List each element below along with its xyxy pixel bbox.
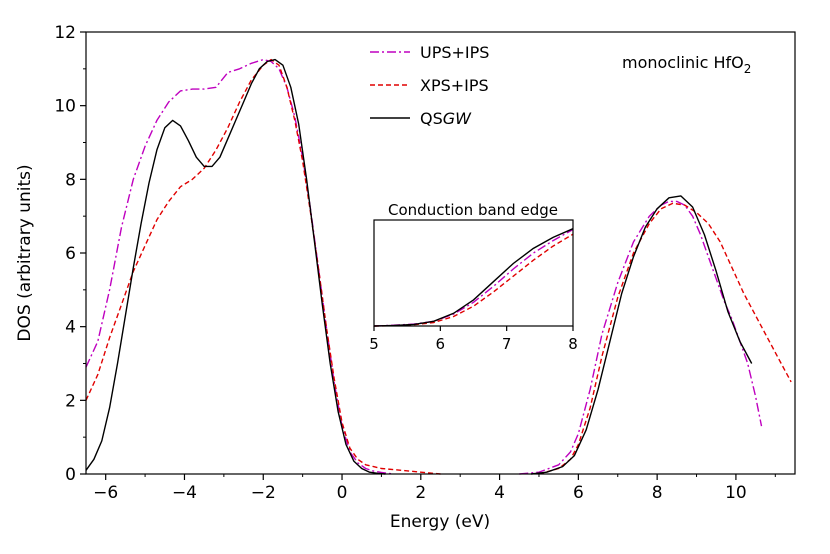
inset-x-tick-label: 8: [568, 335, 578, 353]
x-tick-label: 8: [652, 483, 663, 503]
x-tick-label: −4: [172, 483, 197, 503]
series-ups-ips-segment-1: [85, 58, 394, 475]
legend-label-ups-ips: UPS+IPS: [420, 43, 489, 62]
inset-series-ups-ips: [373, 228, 574, 327]
x-tick-label: 10: [725, 483, 747, 503]
inset-x-tick-label: 6: [436, 335, 446, 353]
legend-label-qsgw-italic: GW: [443, 109, 472, 128]
series-xps-ips-segment-2: [538, 202, 792, 475]
x-tick-label: −2: [251, 483, 276, 503]
annotation-label: monoclinic HfO2: [622, 53, 751, 76]
series-qsgw-segment-2: [531, 195, 753, 475]
inset-x-tick-label: 5: [369, 335, 379, 353]
inset-x-tick-label: 7: [502, 335, 512, 353]
y-axis-ticks: 0 2 4 6 8 10 12: [54, 23, 86, 485]
inset-title: Conduction band edge: [388, 201, 558, 219]
main-plot-lines: [85, 58, 792, 475]
annotation-subscript: 2: [744, 62, 752, 76]
x-tick-label: 4: [494, 483, 505, 503]
legend: UPS+IPS XPS+IPS QSGW: [370, 43, 489, 128]
annotation-prefix: monoclinic HfO: [622, 53, 744, 72]
y-tick-label: 10: [54, 97, 76, 117]
y-tick-label: 12: [54, 23, 76, 43]
inset-series-qsgw: [373, 228, 574, 327]
inset-background: [374, 220, 573, 326]
x-tick-label: 0: [337, 483, 348, 503]
inset-x-ticks: 5 6 7 8: [369, 326, 578, 353]
y-tick-label: 6: [65, 244, 76, 264]
x-axis-ticks: −6 −4 −2 0 2 4 6 8 10: [93, 474, 776, 503]
x-axis-label: Energy (eV): [390, 512, 490, 532]
inset-frame: [373, 219, 574, 327]
legend-label-qsgw: QSGW: [420, 109, 472, 128]
x-tick-label: −6: [93, 483, 118, 503]
y-tick-label: 2: [65, 391, 76, 411]
legend-label-xps-ips: XPS+IPS: [420, 76, 489, 95]
series-xps-ips-segment-1: [85, 58, 441, 475]
series-qsgw-segment-1: [85, 58, 386, 475]
inset: Conduction band edge 5 6 7 8: [369, 201, 578, 353]
y-axis-label: DOS (arbitrary units): [15, 164, 35, 341]
y-tick-label: 8: [65, 170, 76, 190]
y-tick-label: 4: [65, 318, 76, 338]
x-tick-label: 2: [415, 483, 426, 503]
legend-label-qsgw-prefix: QS: [420, 109, 443, 128]
y-tick-label: 0: [65, 465, 76, 485]
inset-plot-lines: [373, 228, 574, 327]
x-tick-label: 6: [573, 483, 584, 503]
series-ups-ips-segment-2: [519, 200, 763, 475]
